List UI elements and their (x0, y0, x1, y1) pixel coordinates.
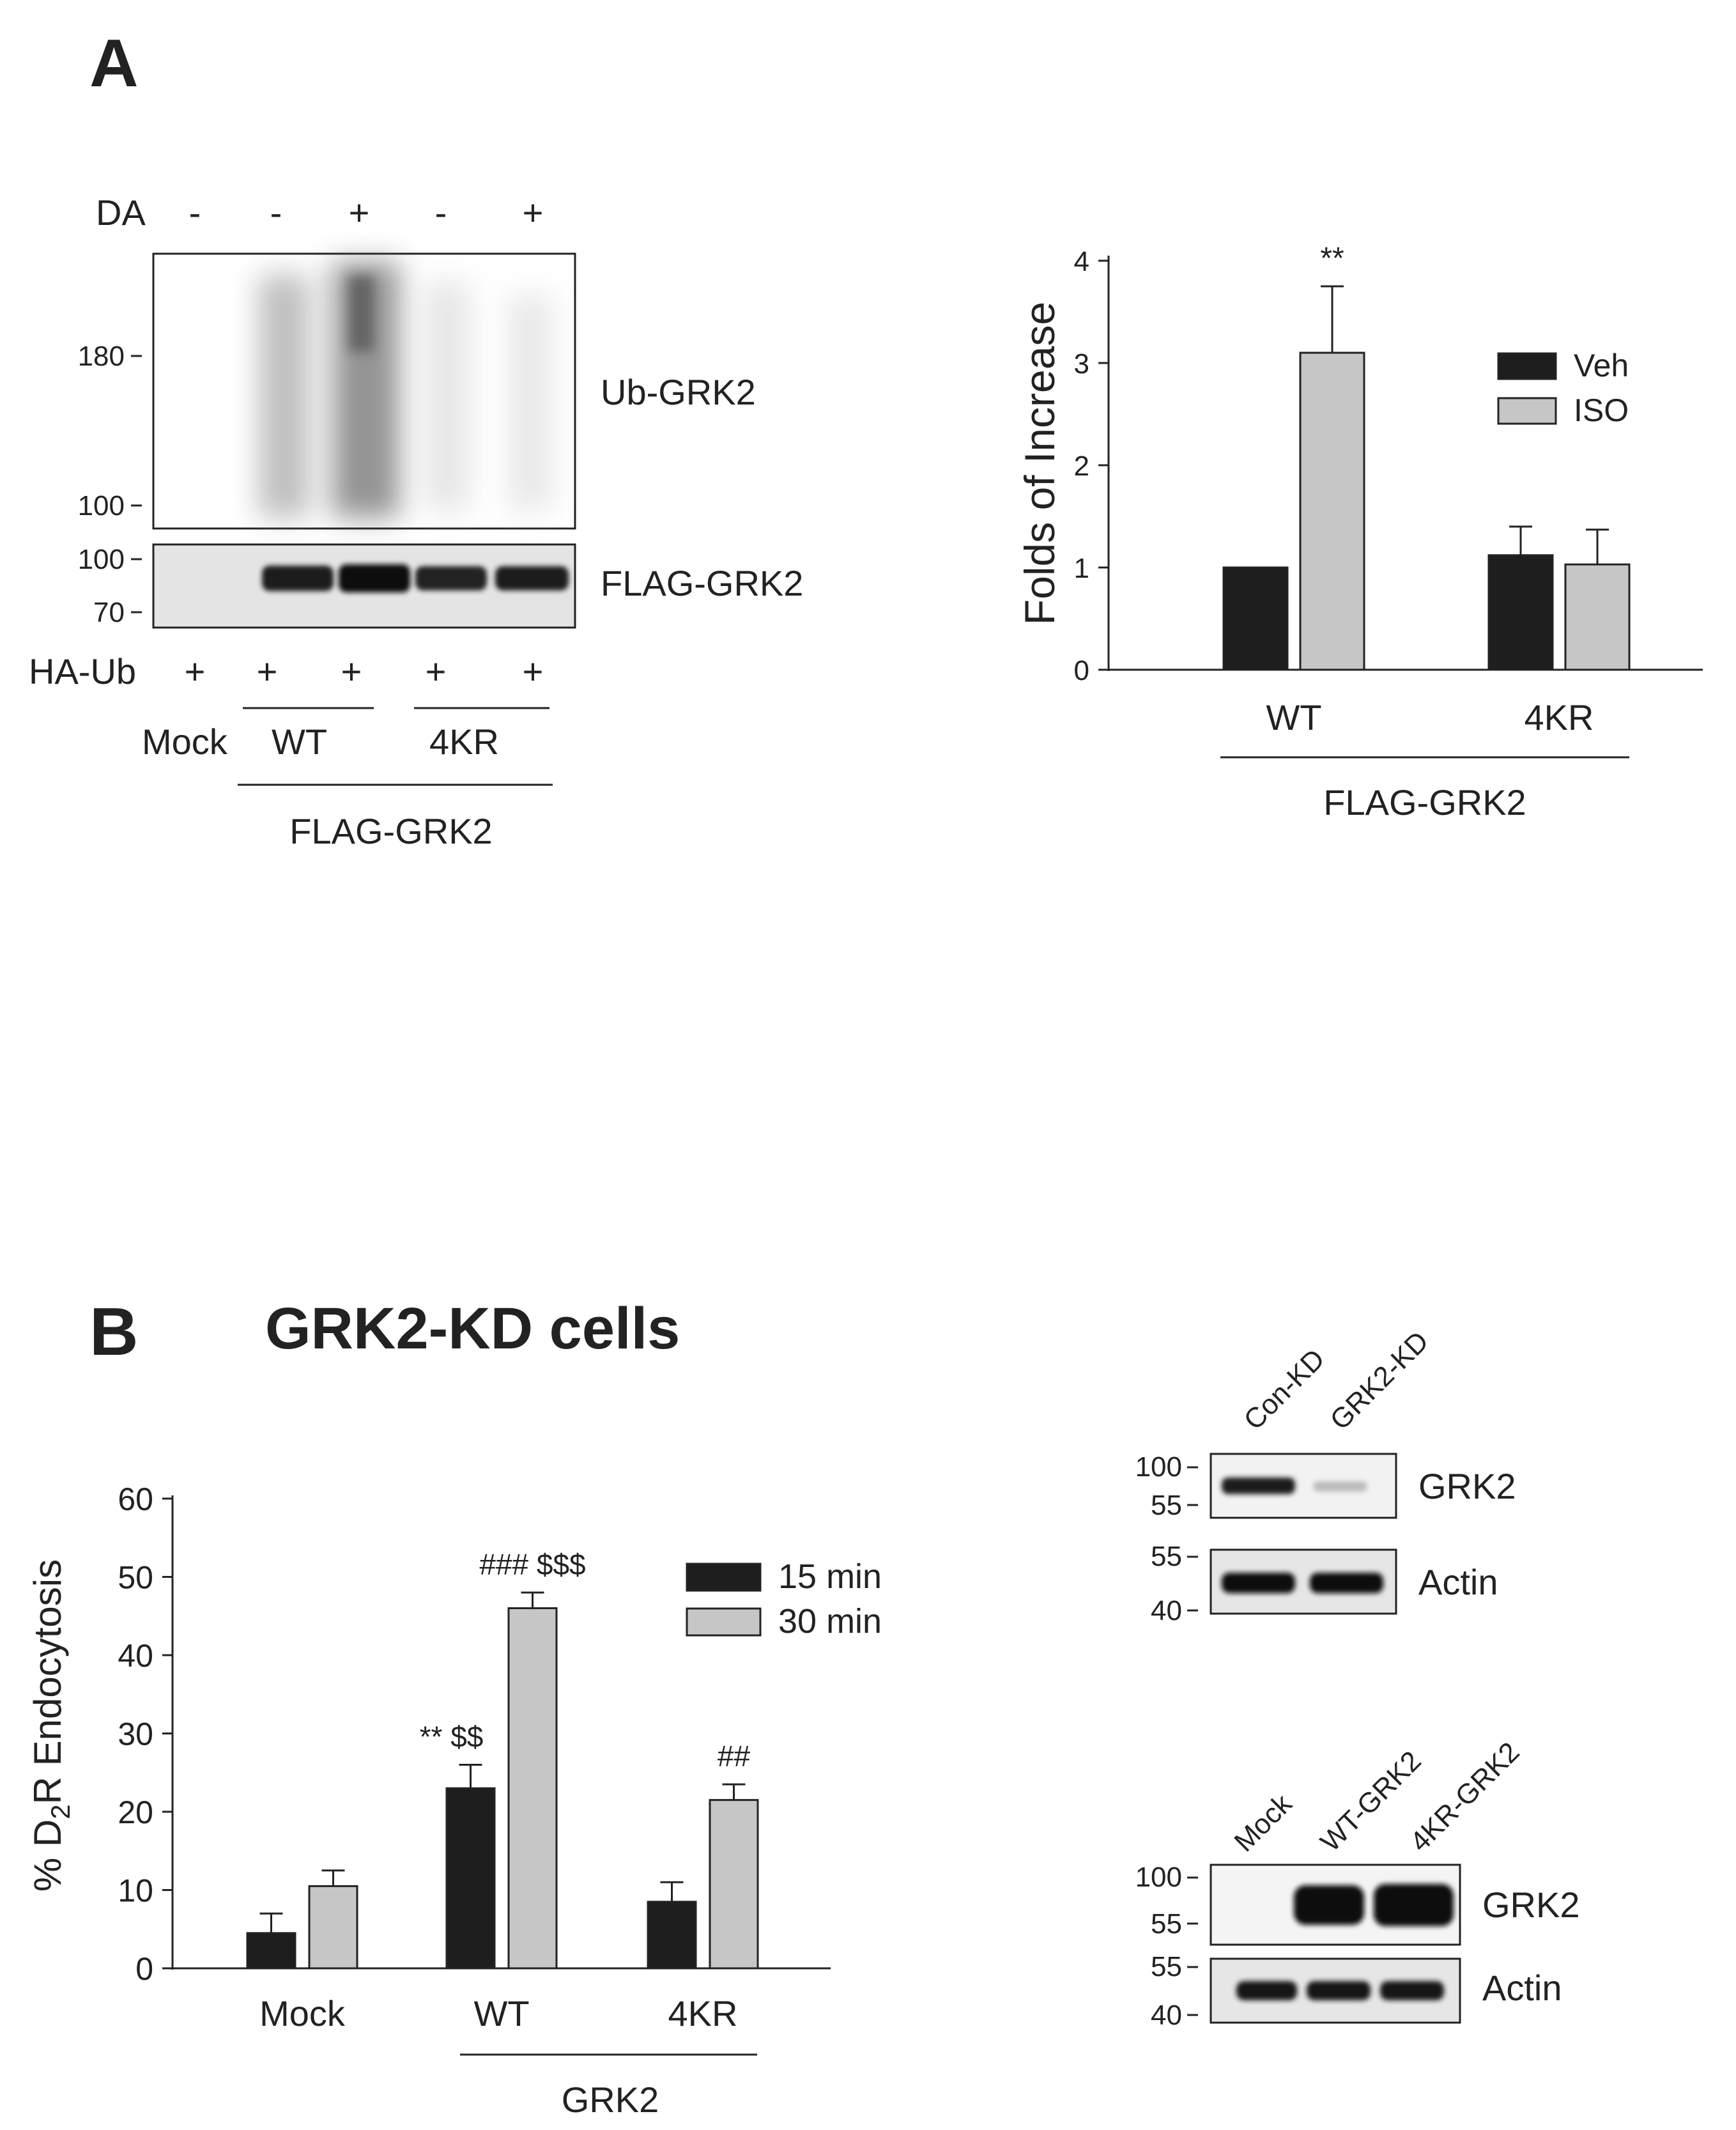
x-category-label: Mock (259, 1993, 346, 2034)
rescue-mw-40: 40 (1151, 2000, 1182, 2031)
significance-mark: ** (1320, 242, 1344, 275)
kd-mw-55-top: 55 (1151, 1490, 1182, 1521)
haub-lane-2: + (257, 651, 278, 691)
y-tick-label: 0 (135, 1951, 153, 1987)
x-category-label: 4KR (668, 1993, 738, 2034)
rescue-mw-55-top: 55 (1151, 1908, 1182, 1940)
panel-b-title: GRK2-KD cells (265, 1296, 680, 1361)
legend-label: 30 min (778, 1602, 882, 1640)
blot-knockdown: Con-KD GRK2-KD 100 55 GRK2 55 40 Actin (1135, 1325, 1516, 1626)
kd-mw-40: 40 (1151, 1595, 1182, 1626)
bar (1299, 351, 1365, 671)
rescue-mw-55-bottom: 55 (1151, 1951, 1182, 1982)
band-label-ub-grk2: Ub-GRK2 (601, 372, 756, 412)
rescue-band-grk2: GRK2 (1482, 1885, 1580, 1925)
chart-a-group-label: FLAG-GRK2 (1323, 782, 1526, 822)
da-lane-1: - (189, 192, 201, 233)
rescue-mw-100: 100 (1135, 1862, 1182, 1893)
x-category-label: WT (1266, 697, 1321, 737)
kd-band-actin: Actin (1418, 1562, 1498, 1602)
mw-70: 70 (93, 597, 125, 628)
y-tick-label: 10 (118, 1873, 153, 1909)
mw-180: 180 (78, 341, 125, 372)
bar (308, 1885, 358, 1970)
da-lane-2: - (270, 192, 282, 233)
haub-lane-4: + (426, 651, 447, 691)
legend-swatch (1497, 352, 1557, 380)
x-category-label: 4KR (1525, 697, 1594, 737)
haub-lane-1: + (185, 651, 206, 691)
band-label-flag-grk2: FLAG-GRK2 (601, 563, 803, 603)
ub-blot-image (152, 252, 576, 530)
y-tick-label: 1 (1074, 553, 1089, 584)
mw-100-bottom: 100 (78, 544, 125, 575)
flag-blot-image (152, 543, 576, 629)
legend-label: 15 min (778, 1557, 882, 1596)
bar (1564, 563, 1631, 671)
legend-swatch (686, 1563, 762, 1592)
chart-b-y-axis-label: % D2R Endocytosis (26, 1559, 75, 1892)
x-category-label: WT (473, 1993, 529, 2034)
significance-mark: ### $$$ (479, 1548, 585, 1581)
y-tick-label: 3 (1074, 348, 1089, 380)
kd-lane-grk2: GRK2-KD (1324, 1325, 1434, 1436)
legend-swatch (1497, 397, 1557, 425)
kd-grk2-blot-image (1210, 1453, 1397, 1519)
bar (445, 1787, 496, 1970)
y-tick-label: 60 (118, 1481, 153, 1517)
kd-lane-con: Con-KD (1238, 1343, 1330, 1436)
chart-a-y-axis-label: Folds of Increase (1016, 302, 1063, 625)
rescue-lane-mock: Mock (1228, 1787, 1298, 1858)
kd-mw-55-bottom: 55 (1151, 1541, 1182, 1572)
bar (1222, 566, 1289, 671)
significance-mark: ## (718, 1740, 751, 1773)
da-lane-5: + (523, 192, 544, 233)
da-lane-4: - (435, 192, 447, 233)
rescue-lane-4kr: 4KR-GRK2 (1404, 1736, 1525, 1858)
kd-band-grk2: GRK2 (1418, 1466, 1516, 1506)
panel-b-letter: B (89, 1294, 139, 1370)
bar (709, 1799, 759, 1970)
bar (1487, 554, 1554, 671)
kd-actin-blot-image (1210, 1548, 1397, 1615)
legend-label: Veh (1574, 348, 1629, 383)
blot-ubiquitination: DA - - + - + 180 100 Ub-GRK2 (29, 192, 803, 851)
y-tick-label: 40 (118, 1638, 153, 1674)
da-label: DA (96, 192, 146, 233)
haub-row: + + + + + (185, 651, 544, 691)
y-tick-label: 20 (118, 1794, 153, 1830)
da-lane-3: + (349, 192, 370, 233)
bar (246, 1932, 296, 1970)
mw-100-top: 100 (78, 490, 125, 521)
y-tick-label: 4 (1074, 246, 1089, 277)
group-wt: WT (272, 722, 327, 762)
chart-b-group-label: GRK2 (562, 2080, 659, 2120)
y-tick-label: 30 (118, 1717, 153, 1752)
group-4kr: 4KR (429, 722, 499, 762)
haub-lane-5: + (523, 651, 544, 691)
legend-label: ISO (1574, 392, 1629, 428)
rescue-band-actin: Actin (1482, 1968, 1562, 2008)
haub-lane-3: + (341, 651, 362, 691)
bar (647, 1901, 697, 1970)
kd-mw-100: 100 (1135, 1451, 1182, 1483)
y-tick-label: 50 (118, 1560, 153, 1596)
panel-a-letter: A (89, 26, 139, 101)
haub-label: HA-Ub (29, 651, 136, 691)
bar (507, 1607, 558, 1970)
significance-mark: ** $$ (420, 1720, 484, 1754)
construct-label: FLAG-GRK2 (289, 811, 492, 851)
chart-folds-of-increase: 0 1 2 3 4 Folds of Increase ** WT 4KR Veh ISO F… (1016, 242, 1703, 822)
group-mock: Mock (142, 722, 228, 762)
chart-d2r-endocytosis: 0 10 20 30 40 50 60 % D2R Endocytosis Mock ** $… (26, 1481, 882, 2120)
blot-rescue: Mock WT-GRK2 4KR-GRK2 100 55 GRK2 55 40 … (1135, 1736, 1580, 2031)
da-row: - - + - + (189, 192, 544, 233)
y-tick-label: 0 (1074, 655, 1089, 686)
legend-swatch (686, 1607, 762, 1637)
rescue-actin-blot-image (1210, 1957, 1461, 2024)
rescue-grk2-blot-image (1210, 1864, 1461, 1946)
y-tick-label: 2 (1074, 451, 1089, 482)
